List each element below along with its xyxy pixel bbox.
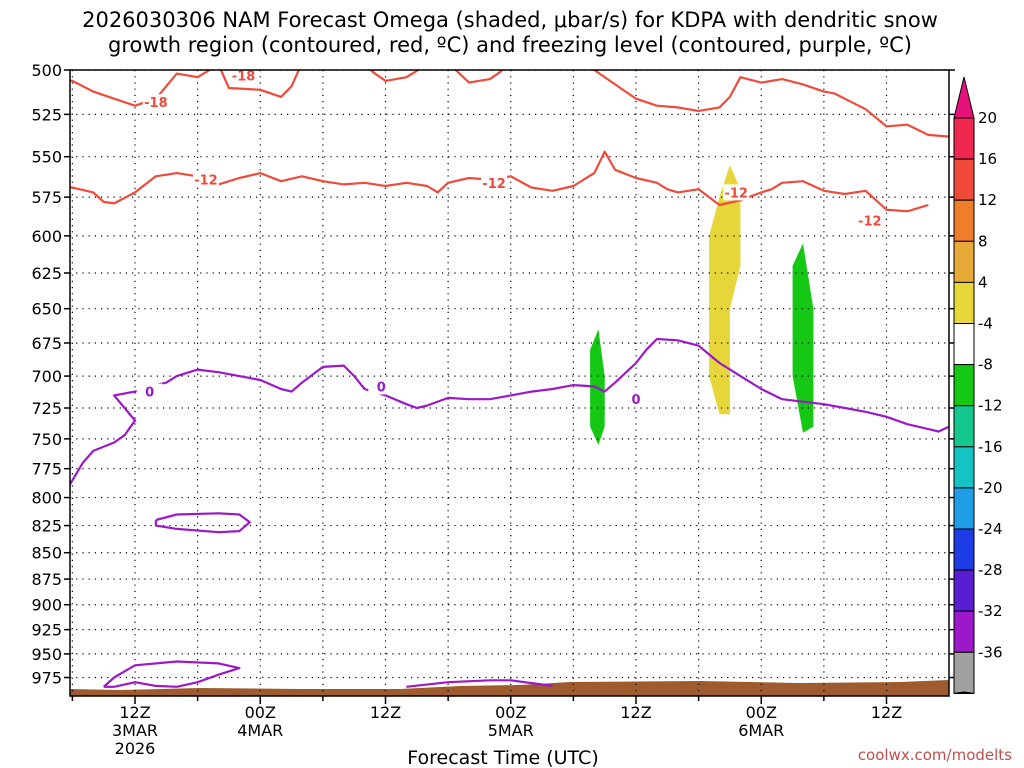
colorbar-tick-7: -12 (978, 397, 1003, 415)
colorbar-tick-0: 20 (978, 109, 997, 127)
chart-title-line-1: 2026030306 NAM Forecast Omega (shaded, μ… (82, 8, 938, 32)
y-tick-label-775: 775 (31, 460, 62, 479)
contour-label-1-1: -12 (482, 177, 506, 192)
contour-label-2-1: 0 (377, 380, 386, 395)
colorbar-tick-3: 8 (978, 232, 988, 250)
y-tick-label-925: 925 (31, 621, 62, 640)
y-tick-label-600: 600 (31, 227, 62, 246)
y-tick-label-850: 850 (31, 544, 62, 563)
colorbar-bin-10 (953, 528, 975, 571)
colorbar-bin-0 (953, 117, 975, 160)
y-tick-label-500: 500 (31, 61, 62, 80)
colorbar-bin-5 (953, 323, 975, 366)
colorbar-bin-9 (953, 487, 975, 530)
contour-label-bg-1-3 (856, 212, 883, 229)
contour-label-bg-0-0 (142, 94, 169, 111)
plot-area: -18-18-12-12-12-120000 (69, 67, 1024, 697)
x-tick-label-12-2: 2026 (115, 739, 156, 758)
contour-label-bg-1-0 (192, 171, 219, 188)
contour-label-bg-2-0 (136, 383, 163, 400)
x-tick-label-18-0: 00Z (245, 703, 276, 722)
y-tick-label-900: 900 (31, 596, 62, 615)
y-tick-label-800: 800 (31, 489, 62, 508)
colorbar-bin-12 (953, 610, 975, 653)
colorbar-bin-last (953, 651, 975, 694)
omega-shade-3 (792, 243, 814, 433)
freezing-contour-2 (102, 660, 241, 688)
plot-background (70, 70, 949, 696)
y-tick-label-950: 950 (31, 645, 62, 664)
x-tick-label-12-0: 12Z (119, 703, 150, 722)
y-tick-label-700: 700 (31, 367, 62, 386)
x-tick-label-48-0: 12Z (871, 703, 902, 722)
credit-text: coolwx.com/modelts (858, 746, 1012, 764)
colorbar-top-arrow (953, 76, 975, 119)
x-tick-label-30-1: 5MAR (488, 721, 534, 740)
x-tick-label-42-1: 6MAR (738, 721, 784, 740)
dgz-contour-1 (70, 150, 929, 213)
y-tick-label-825: 825 (31, 517, 62, 536)
colorbar-tick-11: -28 (978, 561, 1003, 579)
y-tick-label-975: 975 (31, 669, 62, 688)
contour-label-bg-2-1 (368, 378, 395, 395)
y-tick-label-750: 750 (31, 430, 62, 449)
colorbar-tick-5: -4 (978, 315, 993, 333)
colorbar-bin-2 (953, 199, 975, 242)
contour-label-bg-0-1 (230, 67, 257, 84)
omega-shade-0 (1001, 70, 1024, 221)
freezing-contour-1 (154, 512, 251, 534)
colorbar-bin-4 (953, 281, 975, 324)
colorbar-bottom-arrow (953, 691, 975, 694)
colorbar-tick-10: -24 (978, 520, 1003, 538)
y-tick-label-650: 650 (31, 300, 62, 319)
contour-label-bg-1-2 (723, 184, 750, 201)
contour-label-0-1: -18 (232, 69, 256, 84)
colorbar-bin-3 (953, 240, 975, 283)
colorbar-tick-9: -20 (978, 479, 1003, 497)
colorbar-tick-12: -32 (978, 602, 1003, 620)
omega-shade-1 (709, 164, 741, 415)
contour-label-bg-1-1 (481, 174, 508, 191)
x-tick-label-30-0: 00Z (495, 703, 526, 722)
colorbar-tick-4: 4 (978, 273, 988, 291)
x-axis-title: Forecast Time (UTC) (407, 747, 598, 768)
freezing-contour-3 (406, 679, 553, 688)
colorbar-tick-13: -36 (978, 643, 1003, 661)
y-tick-label-725: 725 (31, 399, 62, 418)
chart-title-line-2: growth region (contoured, red, ºC) and f… (108, 33, 912, 57)
contour-label-0-0: -18 (144, 96, 168, 111)
x-tick-label-24-0: 12Z (370, 703, 401, 722)
contour-label-2-2: 0 (631, 393, 640, 408)
colorbar-bin-11 (953, 569, 975, 612)
colorbar-tick-1: 16 (978, 150, 997, 168)
colorbar-tick-8: -16 (978, 438, 1003, 456)
y-tick-label-675: 675 (31, 334, 62, 353)
colorbar-bin-8 (953, 446, 975, 489)
colorbar-bin-7 (953, 405, 975, 448)
x-tick-label-12-1: 3MAR (112, 721, 158, 740)
y-tick-label-575: 575 (31, 188, 62, 207)
colorbar-tick-2: 12 (978, 191, 997, 209)
contour-label-1-2: -12 (724, 186, 748, 201)
colorbar-bin-6 (953, 364, 975, 407)
y-tick-label-550: 550 (31, 148, 62, 167)
contour-label-1-3: -12 (858, 215, 882, 230)
plot-border (69, 69, 950, 697)
contour-label-2-0: 0 (145, 386, 154, 401)
x-tick-label-42-0: 00Z (746, 703, 777, 722)
dgz-contour-0 (70, 70, 949, 138)
contour-label-1-0: -12 (194, 174, 218, 189)
terrain-fill (70, 680, 949, 696)
y-tick-label-875: 875 (31, 570, 62, 589)
colorbar-bin-1 (953, 158, 975, 201)
y-tick-label-625: 625 (31, 264, 62, 283)
x-tick-label-18-1: 4MAR (237, 721, 283, 740)
contour-label-bg-2-2 (623, 391, 649, 408)
colorbar-tick-6: -8 (978, 356, 993, 374)
y-tick-label-525: 525 (31, 105, 62, 124)
x-tick-label-36-0: 12Z (620, 703, 651, 722)
